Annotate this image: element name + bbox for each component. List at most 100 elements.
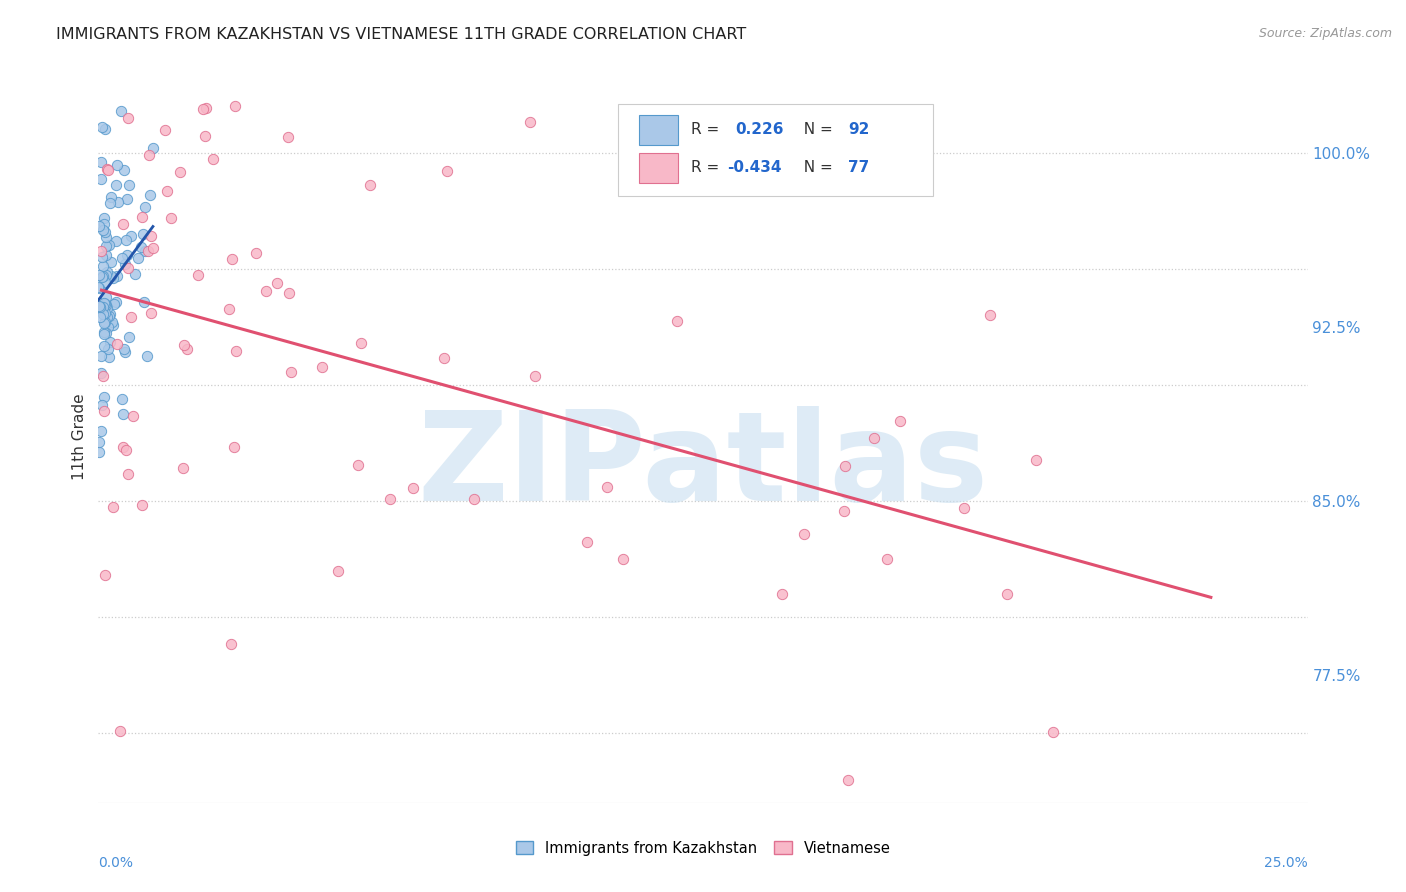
Point bbox=[93, 211, 115, 225]
Point bbox=[93, 296, 115, 310]
Point bbox=[94, 225, 117, 239]
Point bbox=[131, 498, 153, 512]
Point bbox=[94, 268, 117, 282]
Point bbox=[114, 442, 136, 457]
Point bbox=[96, 248, 118, 262]
Point bbox=[112, 440, 135, 454]
Point bbox=[995, 587, 1018, 601]
Point bbox=[115, 248, 138, 262]
Point bbox=[127, 252, 149, 266]
Point bbox=[134, 244, 156, 258]
Point bbox=[91, 300, 114, 314]
Point bbox=[350, 336, 373, 351]
Y-axis label: 11th Grade: 11th Grade bbox=[72, 393, 87, 481]
Point bbox=[90, 250, 112, 264]
Text: N =: N = bbox=[793, 122, 838, 137]
Point bbox=[93, 297, 115, 311]
Point bbox=[96, 301, 118, 316]
Point bbox=[100, 268, 122, 283]
Point bbox=[114, 345, 136, 359]
Point bbox=[136, 349, 159, 363]
Point bbox=[863, 431, 886, 445]
Point bbox=[311, 359, 333, 374]
Point bbox=[194, 129, 217, 144]
Legend: Immigrants from Kazakhstan, Vietnamese: Immigrants from Kazakhstan, Vietnamese bbox=[510, 835, 896, 862]
Point bbox=[328, 565, 350, 579]
Point bbox=[132, 227, 155, 241]
Point bbox=[96, 161, 118, 176]
Point bbox=[94, 275, 117, 289]
Point bbox=[117, 467, 139, 481]
Point bbox=[87, 281, 110, 295]
Point bbox=[90, 366, 112, 380]
Point bbox=[94, 326, 117, 340]
Point bbox=[93, 339, 115, 353]
Point bbox=[139, 187, 162, 202]
Point bbox=[105, 158, 128, 172]
Point bbox=[770, 586, 793, 600]
Point bbox=[218, 301, 240, 316]
Point bbox=[105, 268, 128, 283]
Point bbox=[979, 308, 1001, 322]
Point bbox=[134, 200, 156, 214]
Point bbox=[93, 218, 115, 232]
Point bbox=[224, 99, 246, 113]
Point bbox=[90, 398, 112, 412]
Point bbox=[876, 552, 898, 566]
Point bbox=[91, 260, 114, 274]
FancyBboxPatch shape bbox=[638, 153, 678, 183]
Text: -0.434: -0.434 bbox=[727, 161, 782, 176]
Point bbox=[93, 316, 115, 330]
Point bbox=[187, 268, 209, 282]
Point bbox=[100, 190, 122, 204]
Point bbox=[90, 424, 112, 438]
Point bbox=[280, 365, 302, 379]
Point bbox=[89, 444, 111, 458]
Point bbox=[117, 329, 139, 343]
Point bbox=[436, 164, 458, 178]
Point bbox=[118, 178, 141, 192]
FancyBboxPatch shape bbox=[638, 115, 678, 145]
Point bbox=[93, 403, 115, 417]
Text: 77: 77 bbox=[848, 161, 869, 176]
Point bbox=[519, 115, 541, 129]
Point bbox=[278, 285, 301, 300]
Point bbox=[793, 527, 815, 541]
Point bbox=[131, 240, 153, 254]
Text: ZIPatlas: ZIPatlas bbox=[418, 406, 988, 527]
Point bbox=[834, 458, 856, 473]
Point bbox=[176, 342, 198, 356]
Point bbox=[219, 637, 242, 651]
Point bbox=[1042, 724, 1064, 739]
Point bbox=[105, 178, 128, 193]
Point bbox=[91, 222, 114, 236]
Point bbox=[94, 298, 117, 312]
Point bbox=[432, 351, 454, 366]
Point bbox=[111, 392, 134, 406]
Point bbox=[94, 568, 117, 582]
Point bbox=[122, 409, 145, 424]
Point bbox=[596, 480, 619, 494]
Point bbox=[266, 276, 288, 290]
Point bbox=[114, 256, 136, 270]
Point bbox=[96, 265, 118, 279]
Point bbox=[87, 279, 110, 293]
Point bbox=[172, 461, 194, 475]
Point bbox=[1025, 452, 1047, 467]
Point bbox=[91, 307, 114, 321]
Text: IMMIGRANTS FROM KAZAKHSTAN VS VIETNAMESE 11TH GRADE CORRELATION CHART: IMMIGRANTS FROM KAZAKHSTAN VS VIETNAMESE… bbox=[56, 27, 747, 42]
Point bbox=[117, 112, 139, 126]
Point bbox=[100, 306, 122, 320]
Point bbox=[142, 241, 165, 255]
Point bbox=[193, 102, 215, 116]
Point bbox=[105, 295, 128, 310]
Point bbox=[89, 300, 111, 314]
Point bbox=[93, 325, 115, 339]
Text: N =: N = bbox=[793, 161, 838, 176]
Point bbox=[115, 233, 138, 247]
Point bbox=[138, 244, 160, 259]
Point bbox=[94, 229, 117, 244]
Point bbox=[139, 306, 162, 320]
Point bbox=[93, 306, 115, 320]
Point bbox=[89, 299, 111, 313]
